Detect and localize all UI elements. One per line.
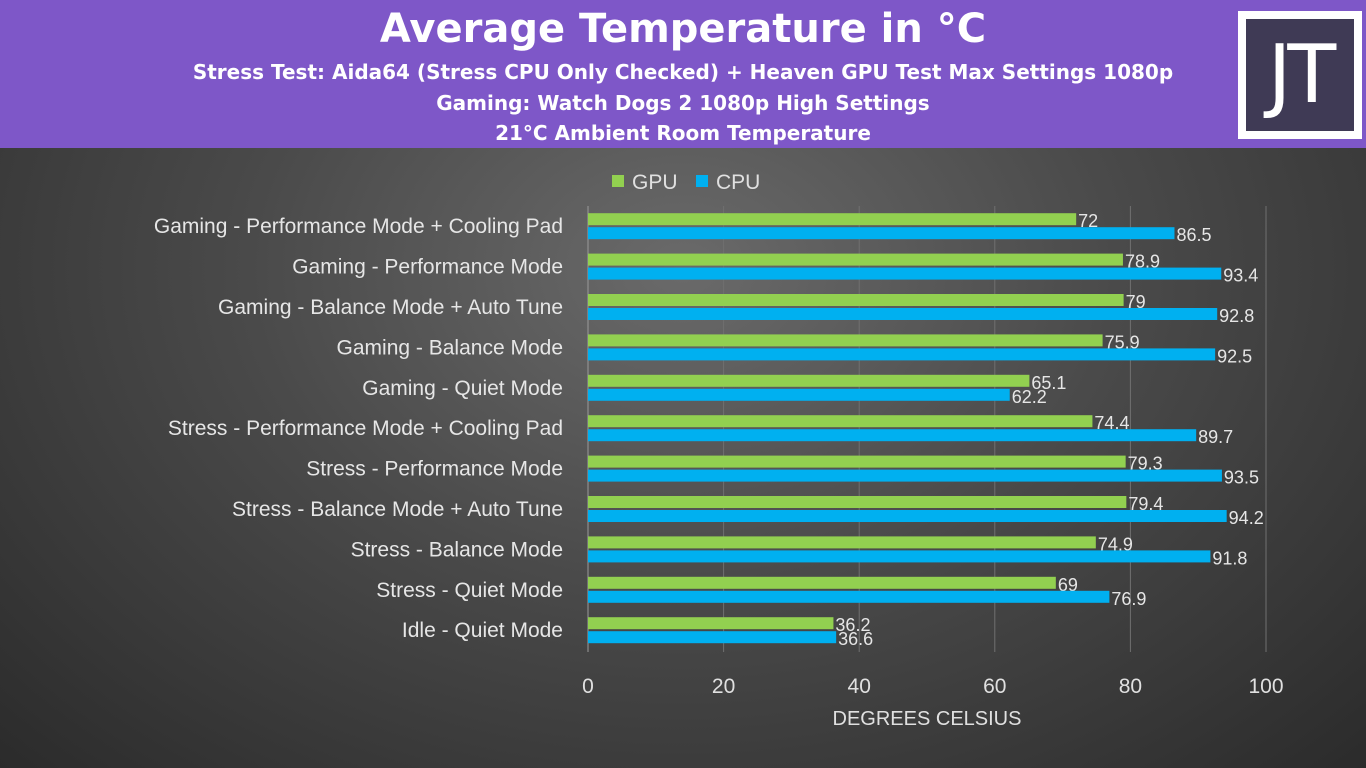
bar-gpu [588, 617, 834, 630]
bar-gpu [588, 294, 1124, 306]
chart-title: Average Temperature in °C [379, 6, 987, 52]
bar-cpu [588, 267, 1222, 280]
bar-cpu [588, 550, 1211, 563]
subtitle-gaming: Gaming: Watch Dogs 2 1080p High Settings [436, 91, 930, 115]
data-label-cpu: 76.9 [1111, 589, 1146, 609]
subtitle-stress: Stress Test: Aida64 (Stress CPU Only Che… [192, 60, 1174, 84]
data-label-gpu: 79.3 [1128, 454, 1163, 474]
data-label-gpu: 36.2 [835, 615, 870, 635]
category-label: Stress - Quiet Mode [376, 579, 563, 602]
legend-label-gpu: GPU [632, 171, 678, 194]
data-label-gpu: 74.9 [1098, 534, 1133, 554]
x-tick-label: 80 [1119, 675, 1142, 698]
category-label: Stress - Balance Mode [351, 538, 563, 561]
data-label-cpu: 36.6 [838, 629, 873, 649]
category-label: Gaming - Balance Mode [337, 336, 563, 359]
bar-cpu [588, 631, 837, 644]
x-tick-label: 40 [848, 675, 871, 698]
bar-cpu [588, 469, 1222, 482]
data-label-cpu: 93.4 [1223, 266, 1258, 286]
data-label-gpu: 65.1 [1031, 373, 1066, 393]
data-label-cpu: 86.5 [1176, 225, 1211, 245]
data-label-gpu: 69 [1058, 575, 1078, 595]
logo-text: JT [1246, 19, 1354, 131]
x-axis-title: DEGREES CELSIUS [833, 708, 1022, 730]
data-label-gpu: 74.4 [1094, 413, 1129, 433]
bar-cpu [588, 388, 1010, 401]
category-label: Gaming - Balance Mode + Auto Tune [218, 296, 563, 319]
bar-gpu [588, 213, 1077, 226]
category-label: Gaming - Quiet Mode [362, 377, 563, 400]
legend-swatch-gpu [612, 175, 624, 187]
bar-cpu [588, 227, 1175, 240]
x-tick-label: 100 [1248, 675, 1283, 698]
bar-gpu [588, 253, 1123, 266]
category-label: Stress - Performance Mode + Cooling Pad [168, 417, 563, 440]
category-label: Gaming - Performance Mode [292, 256, 563, 279]
category-label: Gaming - Performance Mode + Cooling Pad [154, 215, 563, 238]
data-label-cpu: 94.2 [1229, 508, 1264, 528]
bar-cpu [588, 348, 1216, 361]
subtitle-ambient: 21°C Ambient Room Temperature [495, 121, 871, 145]
data-label-cpu: 89.7 [1198, 427, 1233, 447]
jt-logo: JT [1238, 11, 1362, 139]
data-label-gpu: 72 [1078, 211, 1098, 231]
bar-gpu [588, 334, 1103, 347]
data-label-gpu: 79 [1126, 292, 1146, 312]
data-label-gpu: 75.9 [1105, 332, 1140, 352]
bar-gpu [588, 374, 1030, 387]
bar-gpu [588, 496, 1127, 508]
bar-cpu [588, 510, 1227, 522]
data-label-gpu: 79.4 [1128, 494, 1163, 514]
legend-label-cpu: CPU [716, 171, 760, 194]
bar-cpu [588, 429, 1197, 442]
bar-gpu [588, 455, 1126, 468]
data-label-cpu: 92.8 [1219, 306, 1254, 326]
bar-gpu [588, 576, 1056, 589]
category-label: Stress - Performance Mode [306, 458, 563, 481]
data-label-cpu: 93.5 [1224, 468, 1259, 488]
bar-cpu [588, 308, 1218, 320]
data-label-cpu: 91.8 [1212, 548, 1247, 568]
x-tick-label: 60 [983, 675, 1006, 698]
x-tick-label: 0 [582, 675, 594, 698]
x-tick-label: 20 [712, 675, 735, 698]
bar-gpu [588, 536, 1096, 549]
category-label: Idle - Quiet Mode [402, 619, 563, 642]
data-label-cpu: 92.5 [1217, 346, 1252, 366]
data-label-cpu: 62.2 [1012, 387, 1047, 407]
legend-swatch-cpu [696, 175, 708, 187]
category-label: Stress - Balance Mode + Auto Tune [232, 498, 563, 521]
header-banner: Average Temperature in °C Stress Test: A… [0, 0, 1366, 148]
bar-cpu [588, 590, 1110, 603]
data-label-gpu: 78.9 [1125, 252, 1160, 272]
bar-gpu [588, 415, 1093, 428]
